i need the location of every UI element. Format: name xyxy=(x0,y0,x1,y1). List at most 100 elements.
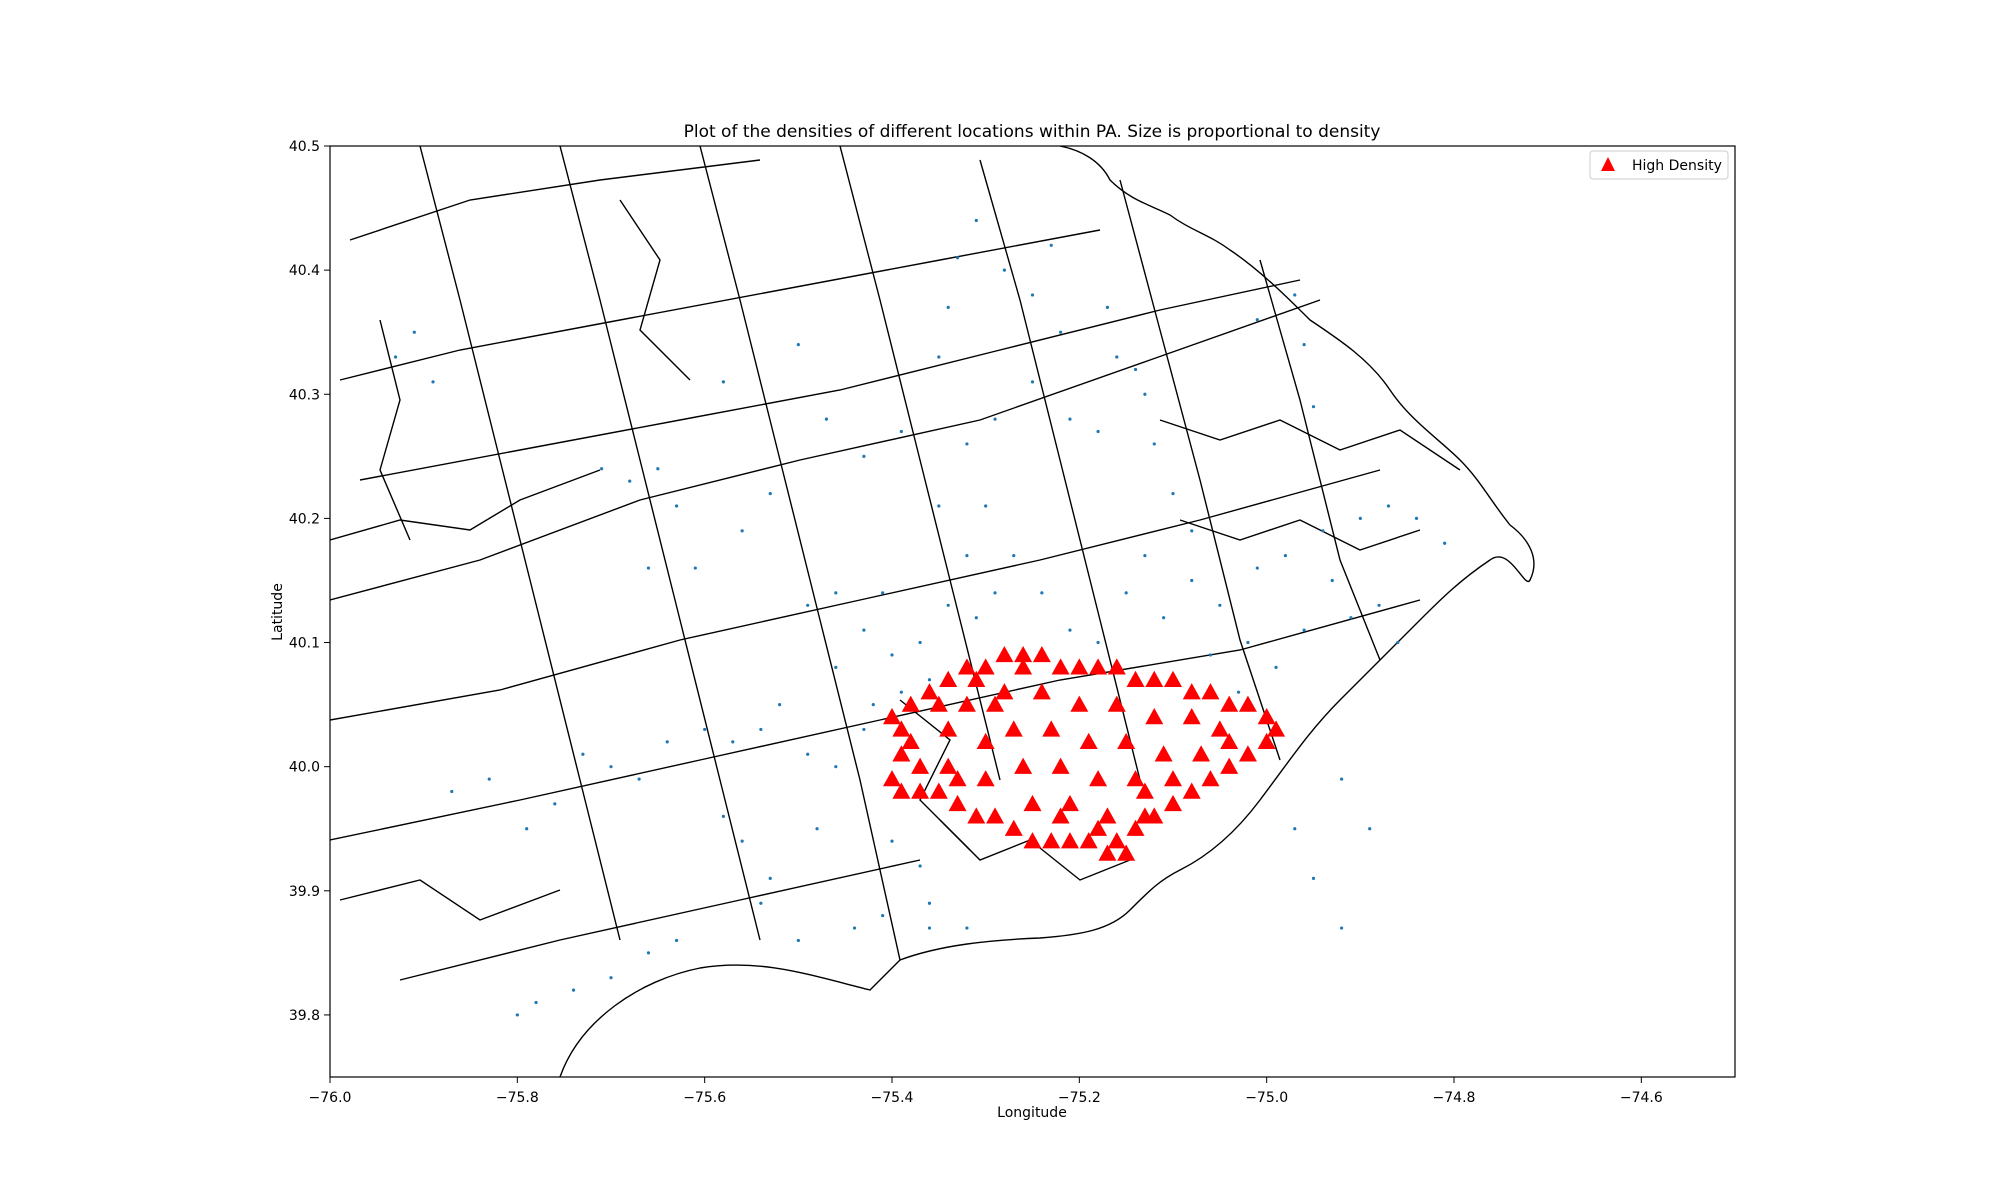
y-tick-label: 40.1 xyxy=(289,636,320,652)
tract-line xyxy=(899,699,971,851)
location-point xyxy=(871,703,875,707)
location-point xyxy=(553,802,557,806)
location-point xyxy=(918,864,922,868)
high-density-marker xyxy=(1098,844,1117,861)
location-point xyxy=(1368,827,1372,831)
location-point xyxy=(646,951,651,955)
location-point xyxy=(1143,554,1147,558)
location-point xyxy=(862,454,866,458)
location-point xyxy=(965,554,969,558)
location-point xyxy=(927,678,932,682)
location-point xyxy=(1311,405,1316,409)
tract-line xyxy=(339,879,561,921)
location-point xyxy=(534,1000,538,1005)
location-point xyxy=(1311,876,1316,880)
location-point xyxy=(1293,827,1297,831)
high-density-marker xyxy=(929,782,948,799)
high-density-marker xyxy=(1164,794,1182,812)
high-density-marker xyxy=(995,645,1014,663)
location-point xyxy=(740,529,744,533)
high-density-marker xyxy=(948,770,967,787)
high-density-marker xyxy=(939,720,958,737)
location-point xyxy=(918,640,922,645)
high-density-marker xyxy=(1192,745,1211,762)
high-density-marker xyxy=(883,708,901,725)
location-point xyxy=(1096,429,1100,434)
location-point xyxy=(1152,442,1156,446)
location-point xyxy=(515,1013,519,1017)
high-density-marker xyxy=(1107,832,1126,849)
tract-line xyxy=(1159,419,1461,471)
location-point xyxy=(834,591,838,595)
x-tick-label: −75.8 xyxy=(496,1090,539,1106)
high-density-marker xyxy=(1004,720,1023,737)
tract-line xyxy=(339,229,1101,381)
high-density-marker xyxy=(883,770,901,787)
location-point xyxy=(993,417,997,421)
location-point xyxy=(609,976,613,980)
location-point xyxy=(637,777,641,781)
location-point xyxy=(993,591,997,595)
high-density-marker xyxy=(1135,782,1154,799)
location-point xyxy=(768,491,772,496)
x-tick-label: −75.4 xyxy=(871,1090,914,1106)
location-point xyxy=(759,727,763,732)
location-point xyxy=(487,777,491,781)
high-density-marker xyxy=(1070,658,1089,675)
location-point xyxy=(946,603,950,607)
high-density-marker xyxy=(967,670,986,687)
x-tick-label: −75.0 xyxy=(1245,1090,1288,1106)
location-point xyxy=(1414,516,1419,521)
location-point xyxy=(852,926,857,930)
high-density-marker xyxy=(1060,832,1079,849)
location-point xyxy=(881,914,885,918)
high-density-marker xyxy=(1051,807,1070,824)
coastline-boundary xyxy=(559,146,1535,1077)
location-point xyxy=(1386,504,1391,508)
tract-line xyxy=(699,146,901,961)
location-point xyxy=(1396,640,1400,645)
tract-line xyxy=(379,319,411,541)
high-density-marker xyxy=(1023,794,1042,812)
location-point xyxy=(600,467,604,471)
location-point xyxy=(450,789,454,794)
high-density-marker xyxy=(986,695,1005,712)
high-density-marker xyxy=(1089,658,1108,675)
location-point xyxy=(862,628,866,632)
location-point xyxy=(815,827,819,831)
tract-line xyxy=(330,299,1321,601)
location-point xyxy=(1171,491,1175,496)
tract-line xyxy=(330,469,1381,721)
legend-marker-triangle xyxy=(1601,157,1615,171)
high-density-marker xyxy=(1154,745,1173,762)
high-density-marker xyxy=(1079,732,1098,750)
high-density-marker xyxy=(1089,770,1108,787)
location-point xyxy=(824,417,829,421)
location-point xyxy=(796,343,800,347)
location-point xyxy=(1255,566,1259,570)
high-density-marker xyxy=(1238,695,1257,712)
high-density-marker xyxy=(1126,770,1145,787)
location-point xyxy=(609,765,613,769)
location-point xyxy=(1105,305,1110,309)
location-point xyxy=(806,603,810,607)
x-axis: −76.0 −75.8 −75.6 −75.4 −75.2 −75.0 −74.8 −74.6 xyxy=(309,1077,1663,1106)
high-density-marker xyxy=(920,683,939,700)
location-point xyxy=(984,504,988,508)
high-density-marker xyxy=(976,658,995,675)
tract-line xyxy=(1119,179,1281,761)
x-tick-label: −75.2 xyxy=(1058,1090,1101,1106)
y-tick-label: 39.8 xyxy=(289,1008,320,1024)
location-point xyxy=(806,752,810,756)
location-point xyxy=(1321,529,1325,533)
location-point xyxy=(965,926,969,930)
location-point xyxy=(1096,640,1100,645)
high-density-marker xyxy=(1135,807,1154,824)
location-point xyxy=(1030,293,1035,297)
location-point xyxy=(881,591,885,595)
location-point xyxy=(834,665,838,669)
y-tick-label: 40.2 xyxy=(289,511,320,527)
location-point xyxy=(674,938,679,943)
location-point xyxy=(768,876,772,880)
